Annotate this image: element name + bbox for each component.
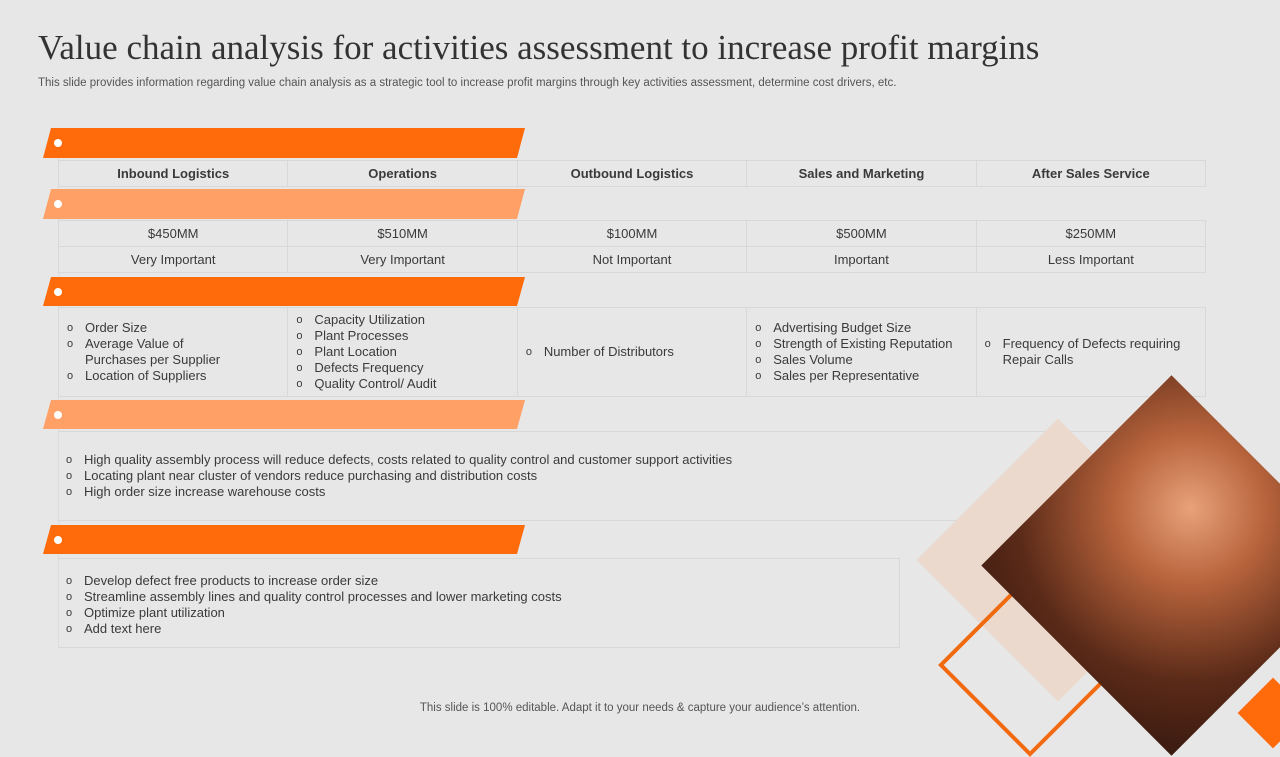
driver-item: Quality Control/ Audit (296, 376, 436, 392)
drivers-row: Order Size Average Value of Purchases pe… (58, 307, 1207, 397)
cost-row: $450MM $510MM $100MM $500MM $250MM (58, 220, 1207, 247)
cost-cell: $450MM (58, 221, 289, 246)
driver-item: Sales per Representative (755, 368, 952, 384)
section-banner-5 (43, 525, 525, 554)
dot-icon (54, 288, 62, 296)
drivers-cell: Capacity Utilization Plant Processes Pla… (288, 308, 518, 396)
section-banner-3 (43, 277, 525, 306)
section-banner-1 (43, 128, 525, 158)
importance-cell: Very Important (58, 246, 289, 272)
insight-item: Locating plant near cluster of vendors r… (66, 468, 1205, 484)
action-item: Streamline assembly lines and quality co… (66, 589, 899, 605)
page-title: Value chain analysis for activities asse… (38, 28, 1040, 67)
timeline-line (58, 150, 59, 647)
section-banner-2 (43, 189, 525, 219)
driver-item: Defects Frequency (296, 360, 436, 376)
actions-block: Develop defect free products to increase… (58, 558, 900, 648)
page-subtitle: This slide provides information regardin… (38, 77, 897, 89)
dot-icon (54, 139, 62, 147)
action-item: Add text here (66, 621, 899, 637)
driver-item: Location of Suppliers (67, 368, 247, 384)
driver-item: Strength of Existing Reputation (755, 336, 952, 352)
driver-item: Advertising Budget Size (755, 320, 952, 336)
driver-item: Plant Processes (296, 328, 436, 344)
dot-icon (54, 536, 62, 544)
footer-note: This slide is 100% editable. Adapt it to… (419, 702, 861, 714)
column-header: Outbound Logistics (518, 161, 748, 186)
driver-item: Sales Volume (755, 352, 952, 368)
header-row: Inbound Logistics Operations Outbound Lo… (58, 160, 1207, 187)
drivers-cell: Frequency of Defects requiring Repair Ca… (977, 308, 1207, 396)
driver-item: Number of Distributors (526, 344, 674, 360)
drivers-cell: Number of Distributors (518, 308, 748, 396)
dot-icon (54, 411, 62, 419)
cost-cell: $250MM (977, 221, 1207, 246)
column-header: Operations (288, 161, 518, 186)
action-item: Optimize plant utilization (66, 605, 899, 621)
cost-cell: $100MM (518, 221, 748, 246)
drivers-cell: Advertising Budget Size Strength of Exis… (747, 308, 977, 396)
importance-cell: Important (747, 246, 977, 272)
column-header: After Sales Service (977, 161, 1207, 186)
driver-item: Frequency of Defects requiring Repair Ca… (985, 336, 1185, 368)
drivers-cell: Order Size Average Value of Purchases pe… (58, 308, 289, 396)
driver-item: Average Value of Purchases per Supplier (67, 336, 247, 368)
driver-item: Capacity Utilization (296, 312, 436, 328)
column-header: Sales and Marketing (747, 161, 977, 186)
importance-cell: Not Important (518, 246, 748, 272)
importance-cell: Less Important (977, 246, 1207, 272)
driver-item: Order Size (67, 320, 247, 336)
insight-item: High quality assembly process will reduc… (66, 452, 1205, 468)
dot-icon (54, 200, 62, 208)
cost-cell: $510MM (288, 221, 518, 246)
cost-cell: $500MM (747, 221, 977, 246)
insight-item: High order size increase warehouse costs (66, 484, 1205, 500)
action-item: Develop defect free products to increase… (66, 573, 899, 589)
insights-block: High quality assembly process will reduc… (58, 431, 1206, 521)
importance-cell: Very Important (288, 246, 518, 272)
importance-row: Very Important Very Important Not Import… (58, 246, 1207, 273)
driver-item: Plant Location (296, 344, 436, 360)
column-header: Inbound Logistics (58, 161, 289, 186)
section-banner-4 (43, 400, 525, 429)
